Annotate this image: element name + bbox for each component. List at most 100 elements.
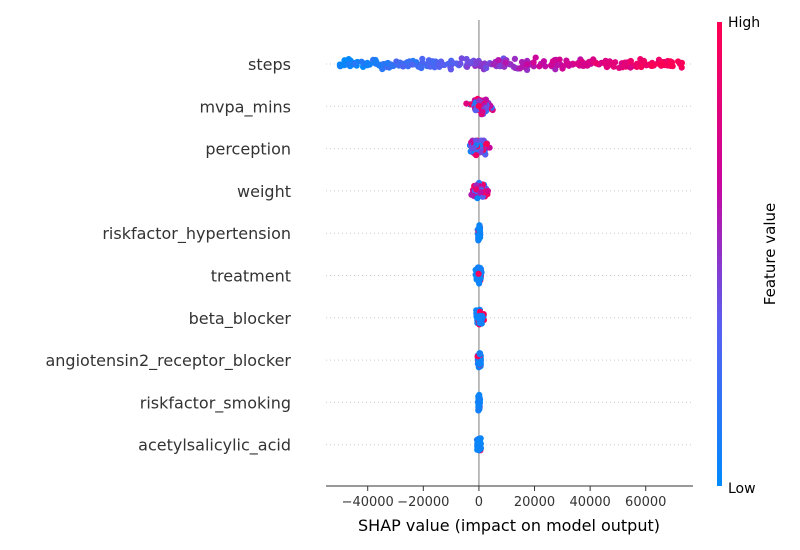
- shap-point: [476, 403, 483, 410]
- shap-point: [554, 62, 561, 69]
- shap-point: [457, 60, 464, 67]
- shap-point: [477, 149, 484, 156]
- colorbar-high-label: High: [728, 15, 760, 31]
- feature-label: steps: [248, 55, 291, 74]
- shap-point: [458, 55, 465, 62]
- feature-label: weight: [237, 182, 291, 201]
- shap-point: [427, 63, 434, 70]
- shap-point: [447, 61, 454, 68]
- shap-point: [474, 314, 481, 321]
- shap-point: [483, 65, 490, 72]
- shap-point: [593, 60, 600, 67]
- shap-points: [336, 54, 686, 454]
- shap-point: [473, 152, 480, 159]
- colorbar: High Low Feature value: [717, 15, 779, 497]
- shap-point: [473, 137, 480, 144]
- shap-point: [532, 54, 539, 61]
- feature-label: riskfactor_hypertension: [102, 224, 291, 244]
- shap-point: [473, 186, 480, 193]
- shap-point: [478, 137, 485, 144]
- shap-point: [518, 58, 526, 66]
- colorbar-low-label: Low: [728, 481, 756, 497]
- shap-point: [399, 63, 407, 70]
- shap-point: [560, 63, 567, 70]
- x-tick-label: 40000: [569, 495, 610, 510]
- x-tick-label: −20000: [397, 495, 449, 510]
- feature-label: riskfactor_smoking: [140, 393, 291, 413]
- shap-point: [637, 56, 644, 63]
- shap-point: [484, 187, 491, 195]
- shap-point: [366, 61, 373, 68]
- shap-point: [556, 56, 563, 63]
- colorbar-gradient: [717, 22, 722, 486]
- shap-point: [648, 62, 656, 69]
- shap-point: [603, 64, 611, 71]
- shap-point: [477, 189, 484, 196]
- shap-point: [417, 63, 424, 70]
- shap-point: [530, 59, 537, 66]
- x-tick-label: 0: [475, 495, 483, 510]
- feature-label: acetylsalicylic_acid: [138, 436, 291, 456]
- feature-label: beta_blocker: [189, 309, 292, 329]
- shap-point: [475, 277, 482, 285]
- shap-point: [542, 63, 549, 70]
- shap-point: [419, 55, 426, 63]
- shap-point: [476, 226, 483, 233]
- shap-point: [340, 62, 347, 69]
- colorbar-title: Feature value: [761, 203, 779, 305]
- shap-point: [502, 59, 509, 66]
- shap-point: [563, 59, 571, 66]
- shap-point: [474, 443, 481, 450]
- x-tick-label: 60000: [625, 495, 666, 510]
- shap-point: [616, 64, 623, 71]
- shap-point: [476, 351, 483, 358]
- shap-point: [510, 63, 517, 70]
- shap-point: [463, 100, 470, 107]
- shap-point: [468, 58, 475, 66]
- shap-point: [540, 58, 548, 65]
- shap-point: [574, 60, 581, 67]
- shap-point: [495, 57, 502, 64]
- x-axis-title: SHAP value (impact on model output): [358, 516, 660, 535]
- shap-point: [409, 61, 416, 68]
- shap-point: [518, 64, 526, 71]
- x-tick-label: 20000: [514, 495, 555, 510]
- shap-point: [345, 60, 352, 67]
- shap-point: [523, 61, 531, 68]
- shap-point: [475, 270, 482, 277]
- shap-point: [475, 103, 482, 110]
- shap-point: [476, 97, 483, 104]
- shap-point: [388, 61, 395, 68]
- shap-point: [438, 61, 445, 69]
- shap-point: [476, 233, 483, 240]
- feature-label: perception: [205, 140, 291, 159]
- shap-point: [351, 60, 358, 67]
- feature-label: angiotensin2_receptor_blocker: [45, 351, 291, 371]
- shap-point: [473, 59, 480, 66]
- row-guide-lines: [326, 63, 693, 446]
- shap-point: [638, 63, 645, 71]
- shap-point: [511, 55, 518, 63]
- shap-point: [668, 62, 675, 69]
- shap-point: [536, 63, 543, 70]
- shap-point: [676, 60, 683, 67]
- x-tick-label: −40000: [342, 495, 394, 510]
- shap-point: [474, 195, 481, 202]
- shap-point: [404, 59, 411, 66]
- shap-point: [475, 395, 482, 402]
- shap-point: [627, 64, 634, 71]
- shap-point: [470, 144, 477, 152]
- feature-labels: steps mvpa_mins perception weight riskfactor…: [45, 55, 291, 456]
- x-axis: −40000 −20000 0 20000 40000 60000: [326, 485, 693, 510]
- shap-point: [447, 66, 454, 73]
- shap-point: [610, 60, 617, 67]
- shap-point: [483, 104, 490, 111]
- shap-point: [477, 264, 484, 271]
- feature-label: mvpa_mins: [199, 97, 291, 117]
- shap-point: [627, 57, 634, 65]
- shap-point: [548, 62, 555, 69]
- shap-point: [483, 140, 490, 147]
- feature-label: treatment: [211, 267, 291, 286]
- shap-point: [659, 60, 666, 68]
